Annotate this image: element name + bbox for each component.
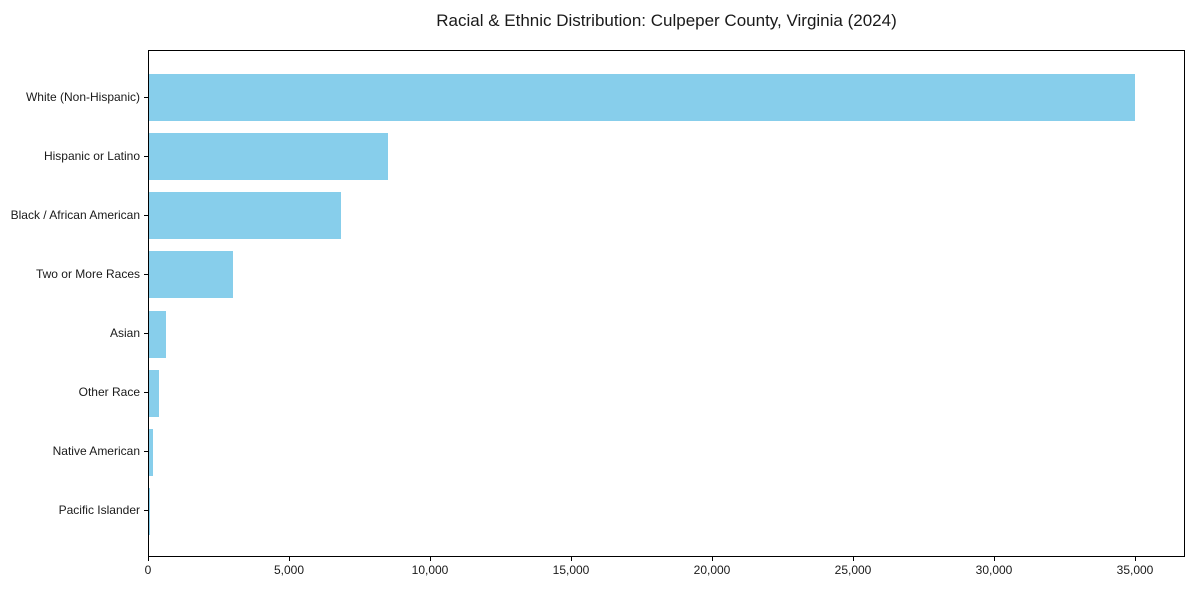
y-tick-label: Other Race [78, 385, 140, 399]
y-tick [144, 274, 148, 275]
x-tick-label: 15,000 [552, 563, 590, 577]
x-tick [289, 557, 290, 561]
bar [149, 133, 389, 180]
x-tick [430, 557, 431, 561]
y-tick-label: Two or More Races [35, 267, 140, 281]
y-tick [144, 156, 148, 157]
y-tick-label: Hispanic or Latino [43, 149, 140, 163]
x-tick-label: 5,000 [273, 563, 305, 577]
chart-title: Racial & Ethnic Distribution: Culpeper C… [436, 11, 897, 30]
bar [149, 192, 341, 239]
y-tick-label: Black / African American [10, 208, 140, 222]
y-tick [144, 97, 148, 98]
y-tick [144, 333, 148, 334]
bar [149, 251, 234, 298]
x-tick [1135, 557, 1136, 561]
y-tick-label: Native American [52, 444, 140, 458]
plot-area [148, 50, 1185, 557]
x-tick-label: 35,000 [1116, 563, 1154, 577]
x-tick [148, 557, 149, 561]
x-tick-label: 20,000 [693, 563, 731, 577]
bar [149, 311, 167, 358]
x-tick [571, 557, 572, 561]
x-tick-label: 10,000 [411, 563, 449, 577]
y-tick [144, 392, 148, 393]
x-tick [994, 557, 995, 561]
bar [149, 74, 1135, 121]
x-tick [853, 557, 854, 561]
y-tick [144, 215, 148, 216]
y-tick [144, 510, 148, 511]
y-tick-label: Pacific Islander [58, 503, 140, 517]
y-tick-label: White (Non-Hispanic) [25, 90, 140, 104]
x-tick-label: 25,000 [834, 563, 872, 577]
y-tick-label: Asian [109, 326, 140, 340]
x-tick-label: 30,000 [975, 563, 1013, 577]
x-tick [712, 557, 713, 561]
bar [149, 370, 159, 417]
bar [149, 488, 150, 535]
x-tick-label: 0 [144, 563, 152, 577]
y-tick [144, 451, 148, 452]
bar [149, 429, 154, 476]
